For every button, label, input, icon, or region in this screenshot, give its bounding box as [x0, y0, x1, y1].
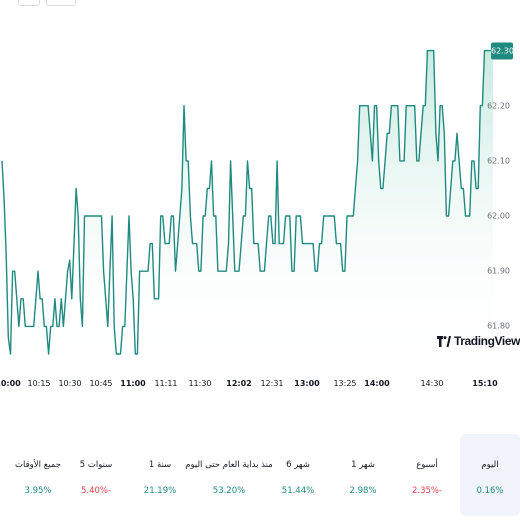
toolbar-remnant: [0, 0, 520, 6]
period-change-value: 2.35%-: [411, 486, 443, 496]
period-tab[interactable]: اليوم 0.16%: [460, 434, 520, 516]
chart-canvas[interactable]: [0, 0, 520, 395]
time-axis-label: 10:00: [0, 379, 21, 388]
period-tab[interactable]: منذ بداية العام حتى اليوم 53.20%: [184, 434, 274, 516]
time-axis-label: 11:30: [188, 379, 212, 388]
period-tab[interactable]: أسبوع 2.35%-: [397, 434, 457, 516]
time-axis-label: 14:00: [364, 379, 390, 388]
period-tab[interactable]: جميع الأوقات 3.95%: [8, 434, 68, 516]
period-tab[interactable]: 1 سنة 21.19%: [130, 434, 190, 516]
period-change-value: 51.44%: [281, 486, 315, 496]
time-axis-label: 12:02: [226, 379, 252, 388]
tradingview-icon: [437, 335, 451, 347]
period-label: أسبوع: [416, 460, 438, 470]
price-line: [1, 49, 493, 355]
time-axis-label: 11:00: [120, 379, 146, 388]
period-label: اليوم: [481, 460, 499, 470]
period-change-value: 5.40%-: [80, 486, 112, 496]
price-area-fill: [2, 50, 493, 365]
period-tab[interactable]: 6 شهر 51.44%: [268, 434, 328, 516]
period-change-value: 0.16%: [476, 486, 504, 496]
last-price-badge: 62.30: [491, 42, 514, 60]
period-change-value: 21.19%: [143, 486, 177, 496]
price-axis-label: 62.00: [487, 211, 510, 221]
toolbar-button[interactable]: [46, 0, 76, 6]
time-axis-label: 14:30: [420, 379, 444, 388]
time-axis-label: 15:10: [472, 379, 498, 388]
price-axis-label: 61.90: [487, 266, 510, 276]
tradingview-wordmark: TradingView: [454, 334, 520, 348]
time-axis-label: 11:11: [154, 379, 178, 388]
period-label: 5 سنوات: [79, 460, 113, 470]
price-axis-label: 62.10: [487, 156, 510, 166]
period-label: 1 شهر: [351, 460, 375, 470]
price-axis-label: 61.80: [487, 321, 510, 331]
time-axis-label: 13:25: [333, 379, 357, 388]
period-label: 1 سنة: [148, 460, 172, 470]
period-tab[interactable]: 5 سنوات 5.40%-: [66, 434, 126, 516]
period-change-value: 53.20%: [212, 486, 246, 496]
time-axis-label: 10:15: [27, 379, 51, 388]
time-axis-label: 10:30: [58, 379, 82, 388]
period-label: 6 شهر: [286, 460, 310, 470]
period-change-value: 3.95%: [24, 486, 52, 496]
price-axis-label: 62.20: [487, 101, 510, 111]
period-change-value: 2.98%: [349, 486, 377, 496]
period-label: جميع الأوقات: [15, 460, 61, 470]
time-axis-label: 12:31: [260, 379, 284, 388]
period-label: منذ بداية العام حتى اليوم: [185, 460, 273, 470]
performance-periods: اليوم 0.16% أسبوع 2.35%- 1 شهر 2.98% 6 شهر 51.4…: [0, 434, 520, 520]
time-axis-label: 10:45: [89, 379, 113, 388]
tradingview-logo[interactable]: TradingView: [437, 334, 520, 348]
toolbar-button[interactable]: [18, 0, 40, 6]
time-axis-label: 13:00: [294, 379, 320, 388]
period-tab[interactable]: 1 شهر 2.98%: [333, 434, 393, 516]
